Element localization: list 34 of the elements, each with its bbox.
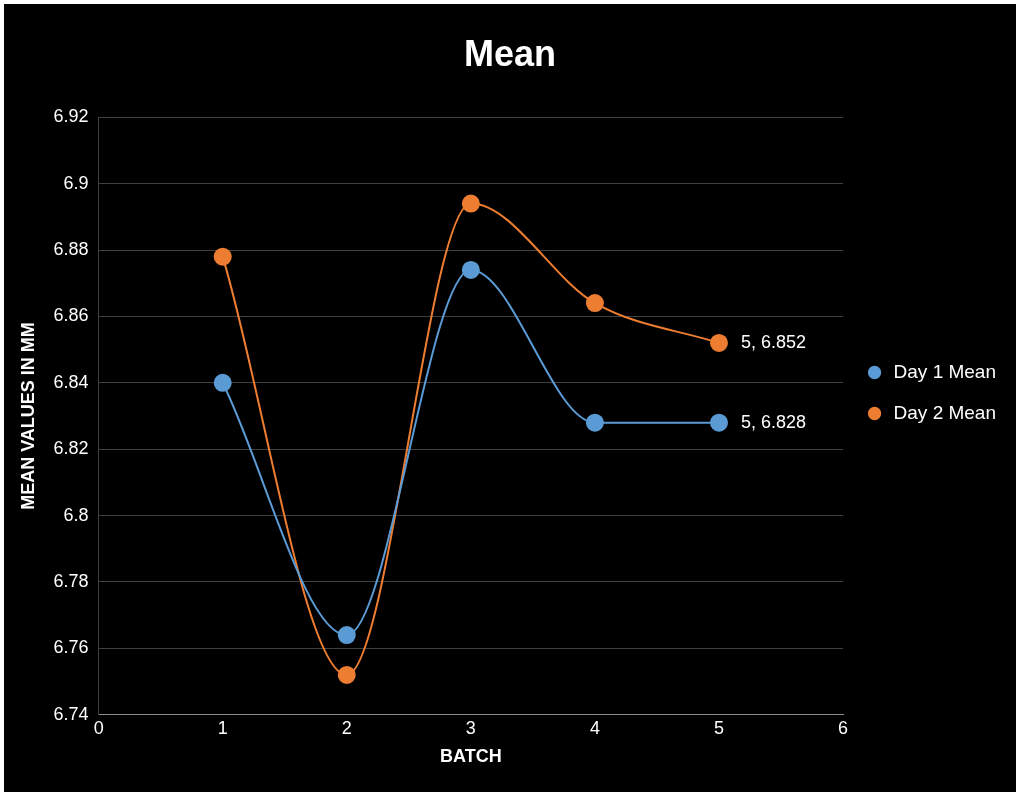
point [213, 247, 232, 266]
x-axis-title: BATCH [440, 746, 502, 767]
point [461, 194, 480, 213]
y-tick-label: 6.82 [53, 438, 89, 459]
x-tick-label: 4 [589, 717, 600, 738]
y-tick-label: 6.9 [63, 172, 89, 193]
chart-title: Mean [463, 32, 557, 74]
point [337, 626, 356, 645]
legend-label: Day 2 Mean [893, 401, 997, 423]
x-tick-label: 0 [93, 717, 104, 738]
y-tick-label: 6.86 [53, 305, 89, 326]
point [213, 373, 232, 392]
y-axis-title: MEAN VALUES IN MM [17, 322, 38, 510]
point [709, 333, 728, 352]
point [709, 413, 728, 432]
data-label: 5, 6.852 [740, 331, 807, 352]
x-tick-label: 1 [217, 717, 228, 738]
legend-label: Day 1 Mean [893, 360, 997, 382]
x-tick-label: 5 [713, 717, 724, 738]
x-tick-label: 3 [465, 717, 476, 738]
point [585, 294, 604, 313]
y-tick-label: 6.92 [53, 106, 89, 127]
y-tick-label: 6.8 [63, 504, 89, 525]
y-tick-label: 6.76 [53, 637, 89, 658]
point [585, 413, 604, 432]
x-tick-label: 2 [341, 717, 352, 738]
y-tick-label: 6.88 [53, 238, 89, 259]
point [337, 665, 356, 684]
data-label: 5, 6.828 [740, 411, 807, 432]
y-tick-label: 6.74 [53, 703, 89, 724]
x-tick-label: 6 [838, 717, 849, 738]
y-tick-label: 6.84 [53, 371, 89, 392]
point [461, 260, 480, 279]
y-tick-label: 6.78 [53, 570, 89, 591]
